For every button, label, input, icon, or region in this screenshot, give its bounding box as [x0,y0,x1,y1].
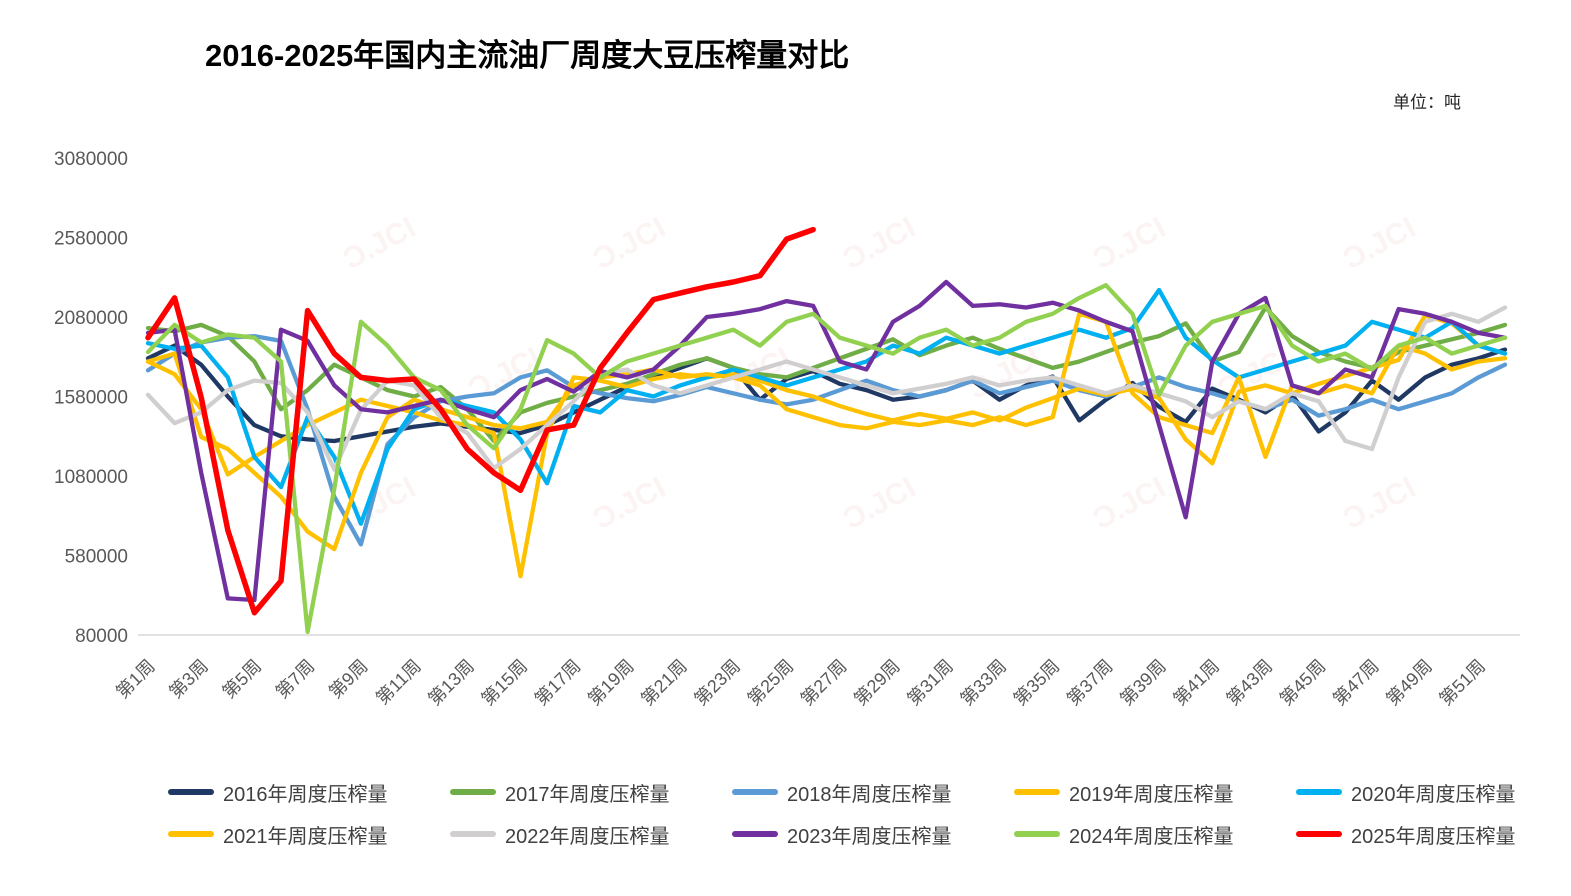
jci-watermark: Ɔ.JCI [1338,471,1421,536]
chart-legend: 2016年周度压榨量 2017年周度压榨量 2018年周度压榨量 2019年周度压榨量… [168,778,1518,862]
legend-item-2021年周度压榨量[interactable]: 2021年周度压榨量 [168,820,450,848]
series-line-2024年周度压榨量 [145,283,1508,634]
x-axis-tick-label: 第23周 [690,656,744,710]
legend-label: 2021年周度压榨量 [223,825,388,848]
x-axis-tick-label: 第19周 [584,656,638,710]
jci-watermark: Ɔ.JCI [838,211,921,276]
legend-label: 2016年周度压榨量 [223,783,388,806]
legend-label: 2020年周度压榨量 [1351,783,1516,806]
legend-row-1: 2016年周度压榨量 2017年周度压榨量 2018年周度压榨量 2019年周度压榨量… [168,778,1518,806]
legend-swatch [732,789,778,795]
y-axis-tick-label: 80000 [75,626,128,647]
legend-item-2019年周度压榨量[interactable]: 2019年周度压榨量 [1014,778,1296,806]
legend-swatch [450,789,496,795]
legend-item-2020年周度压榨量[interactable]: 2020年周度压榨量 [1296,778,1571,806]
x-axis-tick-label: 第45周 [1276,656,1330,710]
legend-swatch [168,789,214,795]
legend-item-2022年周度压榨量[interactable]: 2022年周度压榨量 [450,820,732,848]
legend-swatch [1014,789,1060,795]
series-line-2021年周度压榨量 [145,311,1508,552]
legend-item-2018年周度压榨量[interactable]: 2018年周度压榨量 [732,778,1014,806]
jci-watermark: Ɔ.JCI [588,211,671,276]
x-axis-tick-label: 第17周 [531,656,585,710]
x-axis-tick-label: 第9周 [325,656,372,703]
legend-swatch [450,831,496,837]
legend-swatch [732,831,778,837]
x-axis-tick-label: 第7周 [272,656,319,703]
x-axis-tick-label: 第1周 [112,656,159,703]
jci-watermark: Ɔ.JCI [588,471,671,536]
series-line-2023年周度压榨量 [145,279,1508,603]
jci-watermark: Ɔ.JCI [1338,211,1421,276]
x-axis-tick-label: 第11周 [372,656,425,709]
legend-swatch [1296,789,1342,795]
series-line-2018年周度压榨量 [145,333,1508,547]
legend-item-2024年周度压榨量[interactable]: 2024年周度压榨量 [1014,820,1296,848]
x-axis-tick-label: 第43周 [1223,656,1277,710]
x-axis-tick-label: 第39周 [1116,656,1170,710]
jci-watermark: Ɔ.JCI [1088,211,1171,276]
x-axis-tick-label: 第47周 [1329,656,1383,710]
legend-item-2016年周度压榨量[interactable]: 2016年周度压榨量 [168,778,450,806]
chart-plot-area: Ɔ.JCI Ɔ.JCI Ɔ.JCI Ɔ.JCI Ɔ.JCI Ɔ.JCI Ɔ.JCI Ɔ.JCI… [54,149,1520,710]
legend-label: 2023年周度压榨量 [787,825,952,848]
y-axis-tick-label: 3080000 [54,149,128,170]
chart-title: 2016-2025年国内主流油厂周度大豆压榨量对比 [205,38,850,73]
x-axis-tick-label: 第35周 [1010,656,1064,710]
x-axis-tick-label: 第51周 [1435,656,1489,710]
legend-swatch [1296,831,1342,837]
legend-item-2023年周度压榨量[interactable]: 2023年周度压榨量 [732,820,1014,848]
series-line-2022年周度压榨量 [145,305,1508,472]
unit-label: 单位：吨 [1393,93,1461,112]
x-axis-tick-label: 第37周 [1063,656,1117,710]
x-axis-tick-label: 第15周 [478,656,532,710]
x-axis-tick-label: 第25周 [744,656,798,710]
legend-swatch [168,831,214,837]
legend-item-2017年周度压榨量[interactable]: 2017年周度压榨量 [450,778,732,806]
y-axis-tick-label: 580000 [65,547,128,568]
y-axis-tick-label: 1080000 [54,467,128,488]
x-axis-tick-label: 第21周 [637,656,691,710]
legend-label: 2018年周度压榨量 [787,783,952,806]
legend-row-2: 2021年周度压榨量 2022年周度压榨量 2023年周度压榨量 2024年周度压榨量… [168,820,1518,848]
legend-label: 2019年周度压榨量 [1069,783,1234,806]
y-axis-tick-label: 1580000 [54,388,128,409]
x-axis-tick-label: 第33周 [957,656,1011,710]
x-axis-tick-label: 第29周 [850,656,904,710]
jci-watermark: Ɔ.JCI [838,471,921,536]
x-axis-tick-label: 第27周 [797,656,851,710]
series-line-2017年周度压榨量 [145,305,1508,444]
y-axis-tick-label: 2080000 [54,308,128,329]
x-axis-tick-label: 第41周 [1169,656,1223,710]
jci-watermark: Ɔ.JCI [1088,471,1171,536]
jci-watermark: Ɔ.JCI [338,211,421,276]
legend-swatch [1014,831,1060,837]
x-axis-tick-label: 第3周 [165,656,212,703]
series-line-2019年周度压榨量 [145,313,1508,579]
legend-label: 2024年周度压榨量 [1069,825,1234,848]
series-line-2025年周度压榨量 [145,226,816,616]
legend-label: 2017年周度压榨量 [505,783,670,806]
legend-item-2025年周度压榨量[interactable]: 2025年周度压榨量 [1296,820,1571,848]
x-axis-tick-label: 第5周 [219,656,266,703]
y-axis-tick-label: 2580000 [54,229,128,250]
legend-label: 2022年周度压榨量 [505,825,670,848]
legend-label: 2025年周度压榨量 [1351,825,1516,848]
x-axis-tick-label: 第49周 [1382,656,1436,710]
chart-canvas: Ɔ.JCI Ɔ.JCI Ɔ.JCI Ɔ.JCI Ɔ.JCI Ɔ.JCI Ɔ.JCI Ɔ.JCI… [54,149,1520,710]
x-axis-tick-label: 第31周 [903,656,957,710]
x-axis-tick-label: 第13周 [424,656,478,710]
